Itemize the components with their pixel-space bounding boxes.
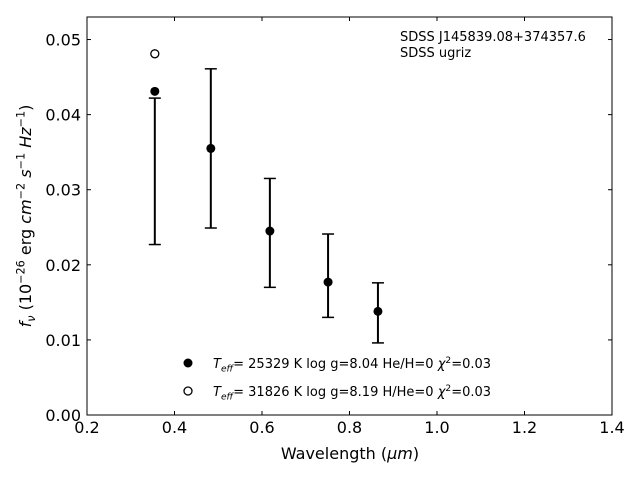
annotation-line-2: SDSS ugriz xyxy=(400,46,471,61)
y-tick-label: 0.00 xyxy=(45,406,81,425)
label-part: μm xyxy=(386,444,413,463)
label-part: f xyxy=(16,319,35,327)
x-tick-label: 0.6 xyxy=(249,418,274,437)
label-part: −1 xyxy=(15,153,28,170)
data-point-filled xyxy=(373,306,383,316)
legend-label: Teff​= 25329 K log g=8.04 He/H=0 χ2​=0.0… xyxy=(213,356,491,374)
x-tick-label: 0.2 xyxy=(74,418,99,437)
label-part: erg xyxy=(16,224,35,260)
y-tick-label: 0.04 xyxy=(45,106,81,125)
label-part: s xyxy=(16,169,35,177)
label-part: T xyxy=(213,385,222,400)
x-axis-label: Wavelength (μm) xyxy=(281,444,419,463)
label-part: T xyxy=(213,357,222,372)
data-point-open xyxy=(150,49,160,59)
y-axis-label: fν​ (10−26​ erg cm−2​ s−1​ Hz−1​) xyxy=(15,105,38,328)
label-part: ν xyxy=(25,316,38,322)
label-part: ) xyxy=(413,444,419,463)
label-part: −26 xyxy=(15,260,28,284)
data-point-filled xyxy=(206,143,216,153)
label-part: 2 xyxy=(445,384,451,394)
y-tick-label: 0.01 xyxy=(45,331,81,350)
legend-marker-filled xyxy=(183,358,193,368)
label-part: χ xyxy=(437,385,447,400)
label-part: Hz xyxy=(16,127,35,148)
x-tick-label: 1.0 xyxy=(424,418,449,437)
label-part: =0.03 xyxy=(451,385,491,400)
label-part: = 31826 K log g=8.19 H/He=0 xyxy=(233,385,438,400)
legend-label: Teff​= 31826 K log g=8.19 H/He=0 χ2​=0.0… xyxy=(213,384,491,402)
x-tick-label: 0.8 xyxy=(337,418,362,437)
label-part: (10 xyxy=(16,284,35,316)
annotation-line-1: SDSS J145839.08+374357.6 xyxy=(400,30,586,45)
label-part: eff xyxy=(221,392,235,402)
label-part: = 25329 K log g=8.04 He/H=0 xyxy=(233,357,438,372)
data-point-filled xyxy=(150,86,160,96)
legend-marker-open xyxy=(183,386,193,396)
label-part: −2 xyxy=(15,183,28,200)
label-part: =0.03 xyxy=(451,357,491,372)
x-tick-label: 0.4 xyxy=(162,418,187,437)
label-part: cm xyxy=(16,199,35,223)
label-part: Wavelength ( xyxy=(281,444,387,463)
data-point-filled xyxy=(265,226,275,236)
data-point-filled xyxy=(323,277,333,287)
label-part: χ xyxy=(437,357,447,372)
label-part: eff xyxy=(221,364,235,374)
label-part: 2 xyxy=(445,356,451,366)
x-tick-label: 1.2 xyxy=(512,418,537,437)
y-tick-label: 0.05 xyxy=(45,31,81,50)
y-tick-label: 0.03 xyxy=(45,181,81,200)
label-part: ) xyxy=(16,105,35,111)
label-part: −1 xyxy=(15,111,28,128)
x-tick-label: 1.4 xyxy=(599,418,624,437)
plot-frame xyxy=(86,16,613,416)
y-tick-label: 0.02 xyxy=(45,256,81,275)
